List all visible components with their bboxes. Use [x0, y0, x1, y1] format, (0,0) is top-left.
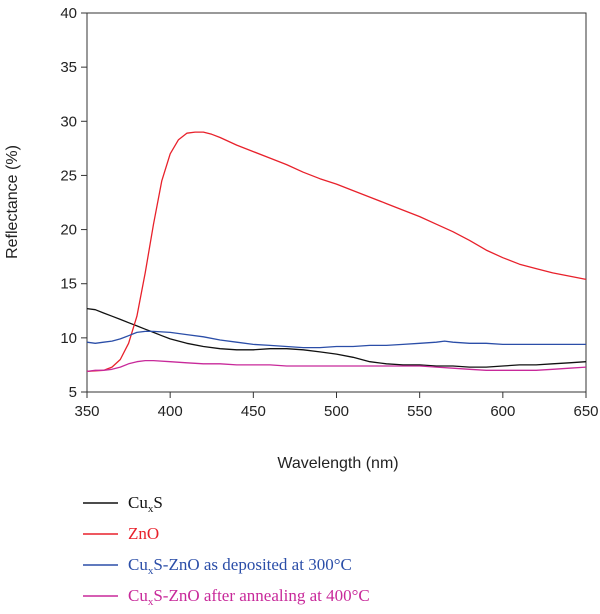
- series-lines: [86, 131, 587, 373]
- y-axis-title: Reflectance (%): [4, 145, 21, 259]
- series-line-4: [86, 359, 587, 373]
- legend-label-2: ZnO: [128, 524, 159, 543]
- x-tick-label: 600: [490, 403, 515, 420]
- legend-label-3: CuxS-ZnO as deposited at 300°C: [128, 555, 352, 577]
- y-tick-label: 10: [60, 330, 77, 347]
- x-tick-label: 450: [241, 403, 266, 420]
- legend-label-1: CuxS: [128, 493, 163, 515]
- x-axis-title: Wavelength (nm): [277, 455, 398, 472]
- x-tick-label: 550: [407, 403, 432, 420]
- y-tick-label: 15: [60, 276, 77, 293]
- y-tick-label: 35: [60, 59, 77, 76]
- x-tick-label: 400: [158, 403, 183, 420]
- y-tick-label: 25: [60, 167, 77, 184]
- series-line-1: [86, 307, 587, 368]
- series-line-3: [86, 330, 586, 349]
- x-tick-label: 350: [74, 403, 99, 420]
- y-tick-label: 40: [60, 5, 77, 22]
- series-line-2: [86, 131, 587, 373]
- x-tick-label: 650: [573, 403, 598, 420]
- y-tick-label: 20: [60, 222, 77, 239]
- legend: CuxS ZnO CuxS-ZnO as deposited at 300°C Cux…: [83, 493, 370, 608]
- y-tick-label: 5: [69, 384, 77, 401]
- x-tick-label: 500: [324, 403, 349, 420]
- legend-label-4: CuxS-ZnO after annealing at 400°C: [128, 586, 370, 608]
- axis-ticks: 350 400 450 500 550 600 650 5 10 15 20 25 30 35 40: [60, 5, 598, 420]
- y-tick-label: 30: [60, 113, 77, 130]
